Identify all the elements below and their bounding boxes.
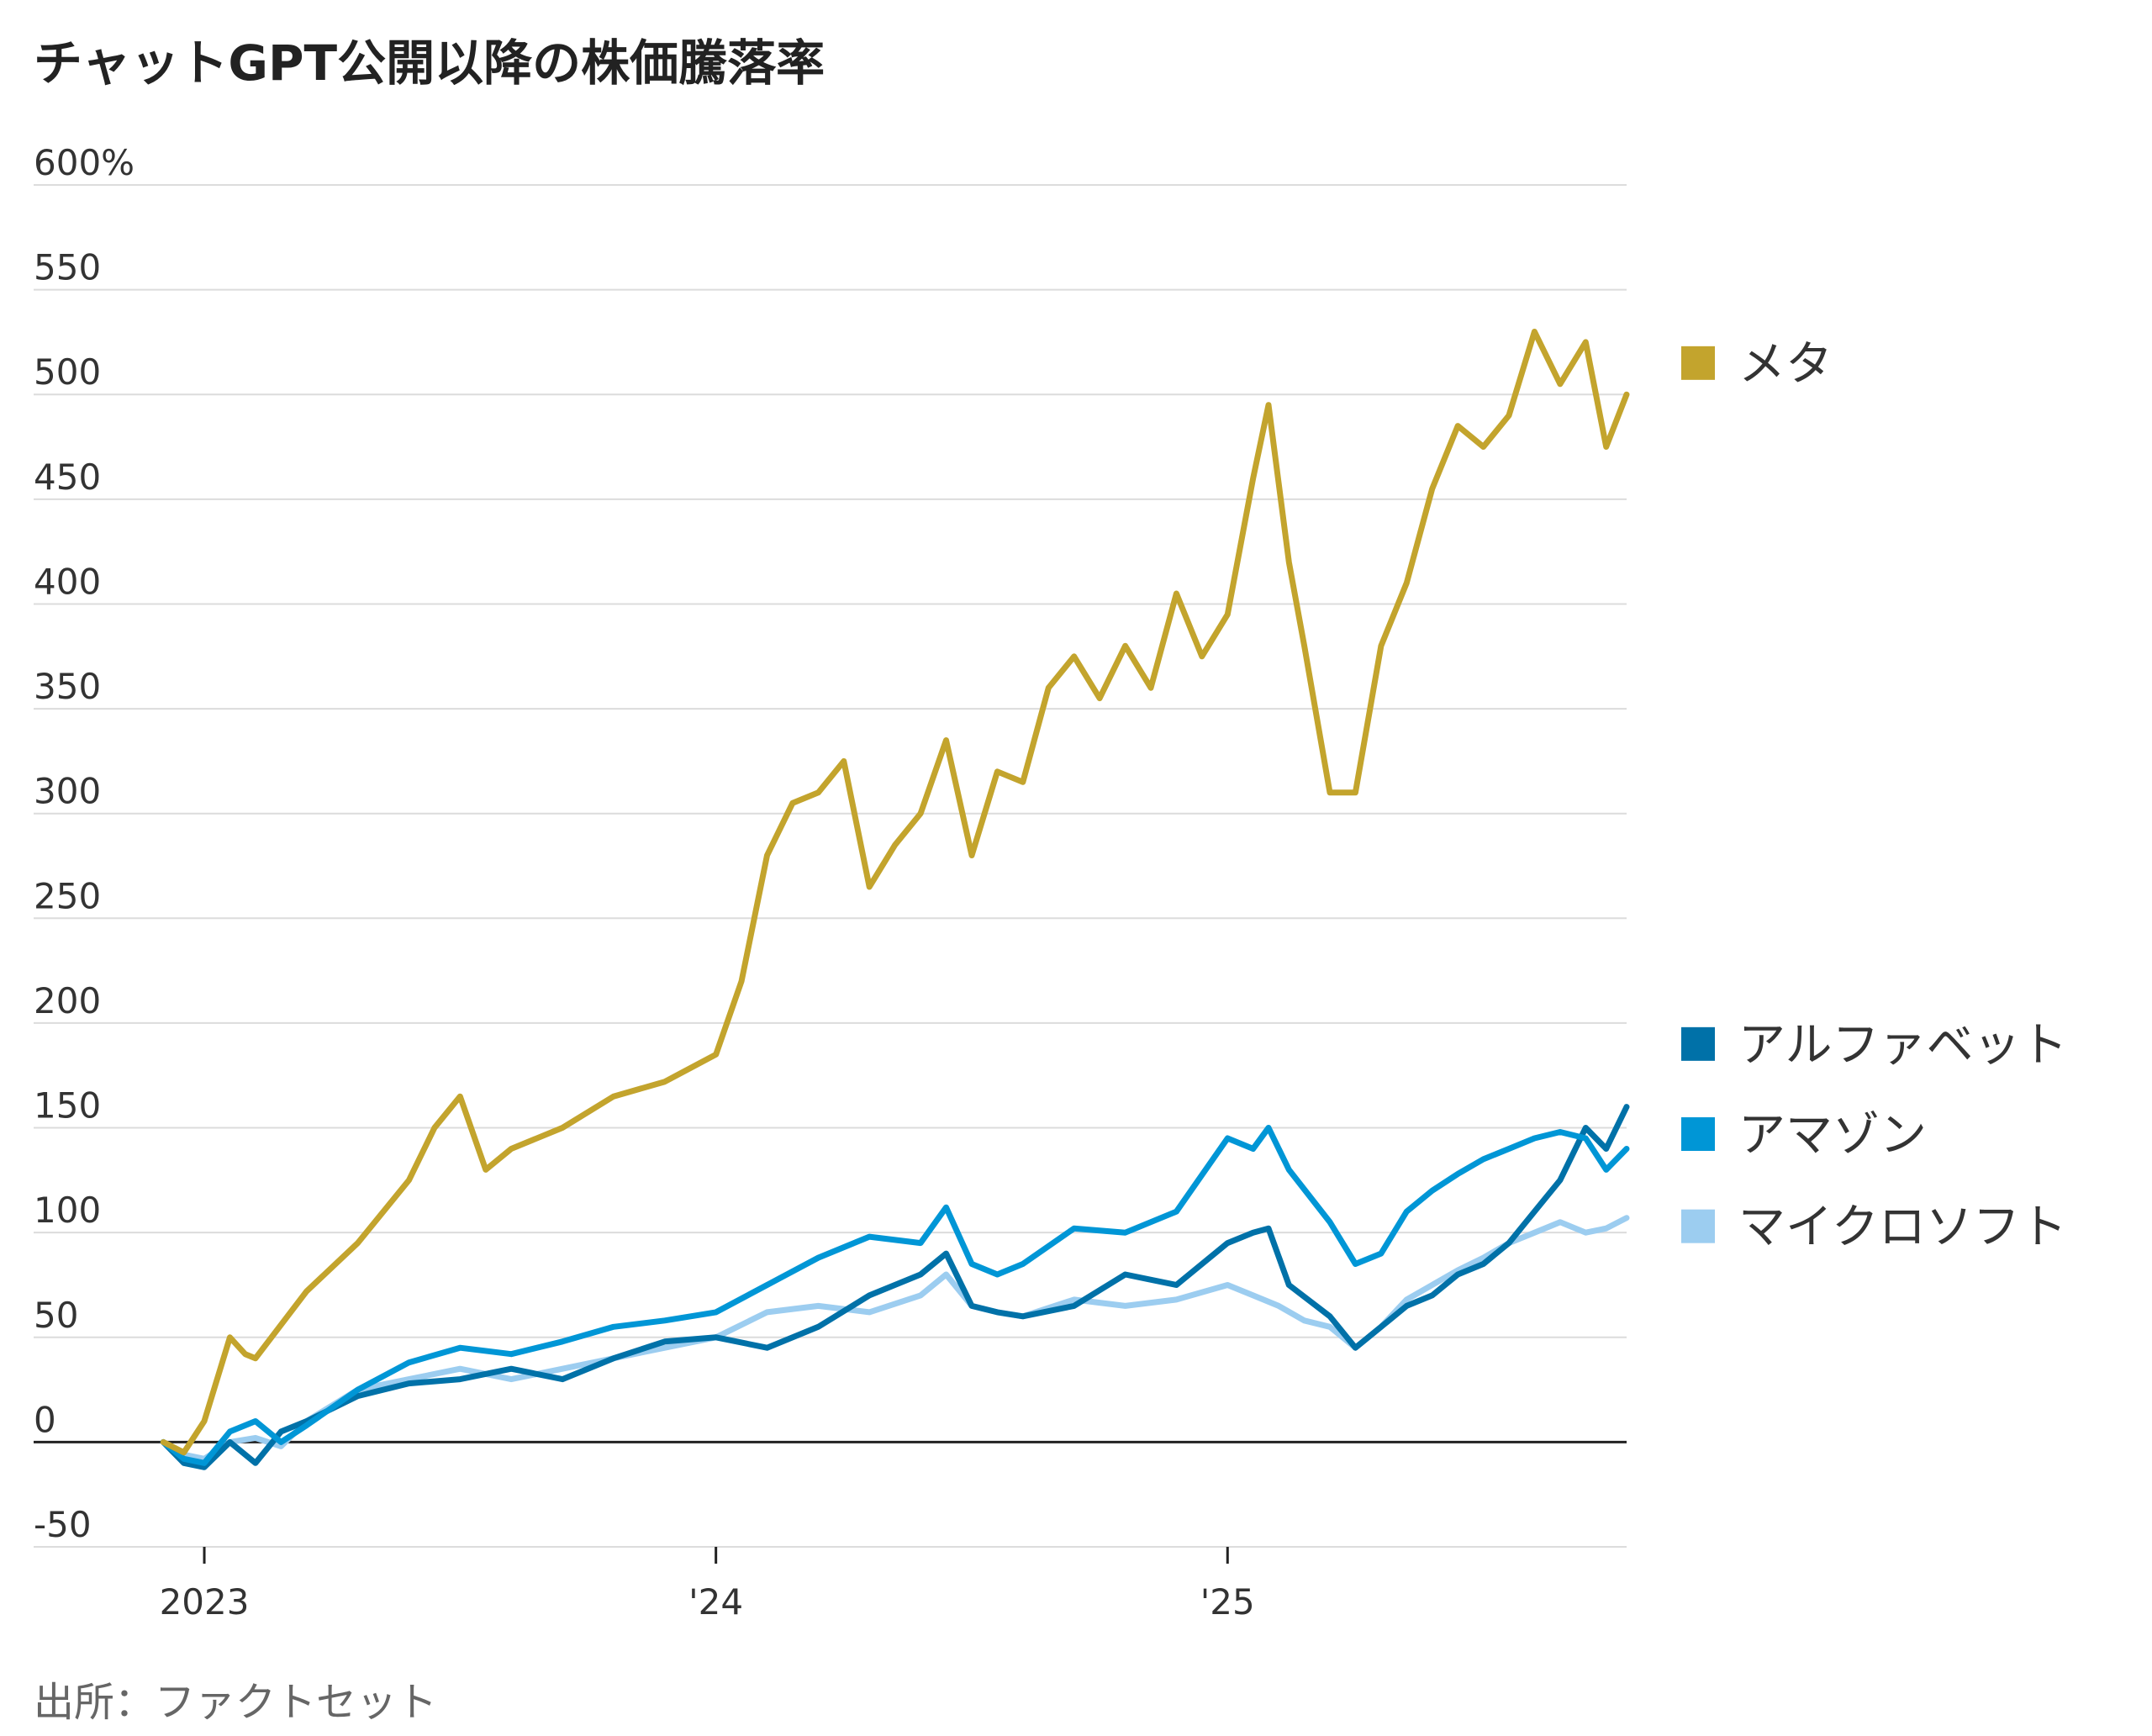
y-tick-label: 300 bbox=[34, 771, 101, 812]
y-tick-label: 500 bbox=[34, 351, 101, 393]
legend-label: アルファベット bbox=[1738, 1018, 2067, 1073]
y-tick-label: 250 bbox=[34, 875, 101, 916]
legend-label: マイクロソフト bbox=[1738, 1200, 2067, 1255]
y-tick-label: 150 bbox=[34, 1085, 101, 1127]
source-note: 出所：ファクトセット bbox=[34, 1679, 438, 1726]
y-tick-label: 100 bbox=[34, 1190, 101, 1231]
y-tick-label: 400 bbox=[34, 561, 101, 602]
series-line bbox=[160, 1104, 1630, 1470]
y-tick-label: 200 bbox=[34, 980, 101, 1021]
y-tick-label: 600% bbox=[34, 142, 134, 183]
series-line bbox=[160, 1125, 1630, 1466]
legend-swatch bbox=[1681, 1026, 1715, 1061]
x-tick-label: '24 bbox=[688, 1581, 743, 1623]
y-tick-label: 550 bbox=[34, 247, 101, 288]
legend-label: メタ bbox=[1738, 337, 1833, 392]
chart-title: チャットGPT公開以降の株価騰落率 bbox=[34, 34, 825, 92]
series-line bbox=[160, 1215, 1630, 1462]
y-tick-label: 50 bbox=[34, 1295, 78, 1336]
series-lines bbox=[160, 329, 1630, 1470]
x-tick-label: 2023 bbox=[160, 1581, 250, 1623]
y-tick-label: 0 bbox=[34, 1399, 56, 1440]
legend-swatch bbox=[1681, 1209, 1715, 1243]
series-line bbox=[160, 329, 1630, 1456]
x-tick-label: '25 bbox=[1200, 1581, 1255, 1623]
gridlines bbox=[34, 184, 1627, 1548]
legend-swatch bbox=[1681, 346, 1715, 380]
y-tick-label: 350 bbox=[34, 666, 101, 707]
x-axis: 2023 '24 '25 bbox=[160, 1547, 1255, 1623]
legend-label: アマゾン bbox=[1738, 1108, 1927, 1163]
y-tick-label: 450 bbox=[34, 456, 101, 498]
y-tick-label: -50 bbox=[34, 1504, 92, 1545]
legend-swatch bbox=[1681, 1117, 1715, 1152]
